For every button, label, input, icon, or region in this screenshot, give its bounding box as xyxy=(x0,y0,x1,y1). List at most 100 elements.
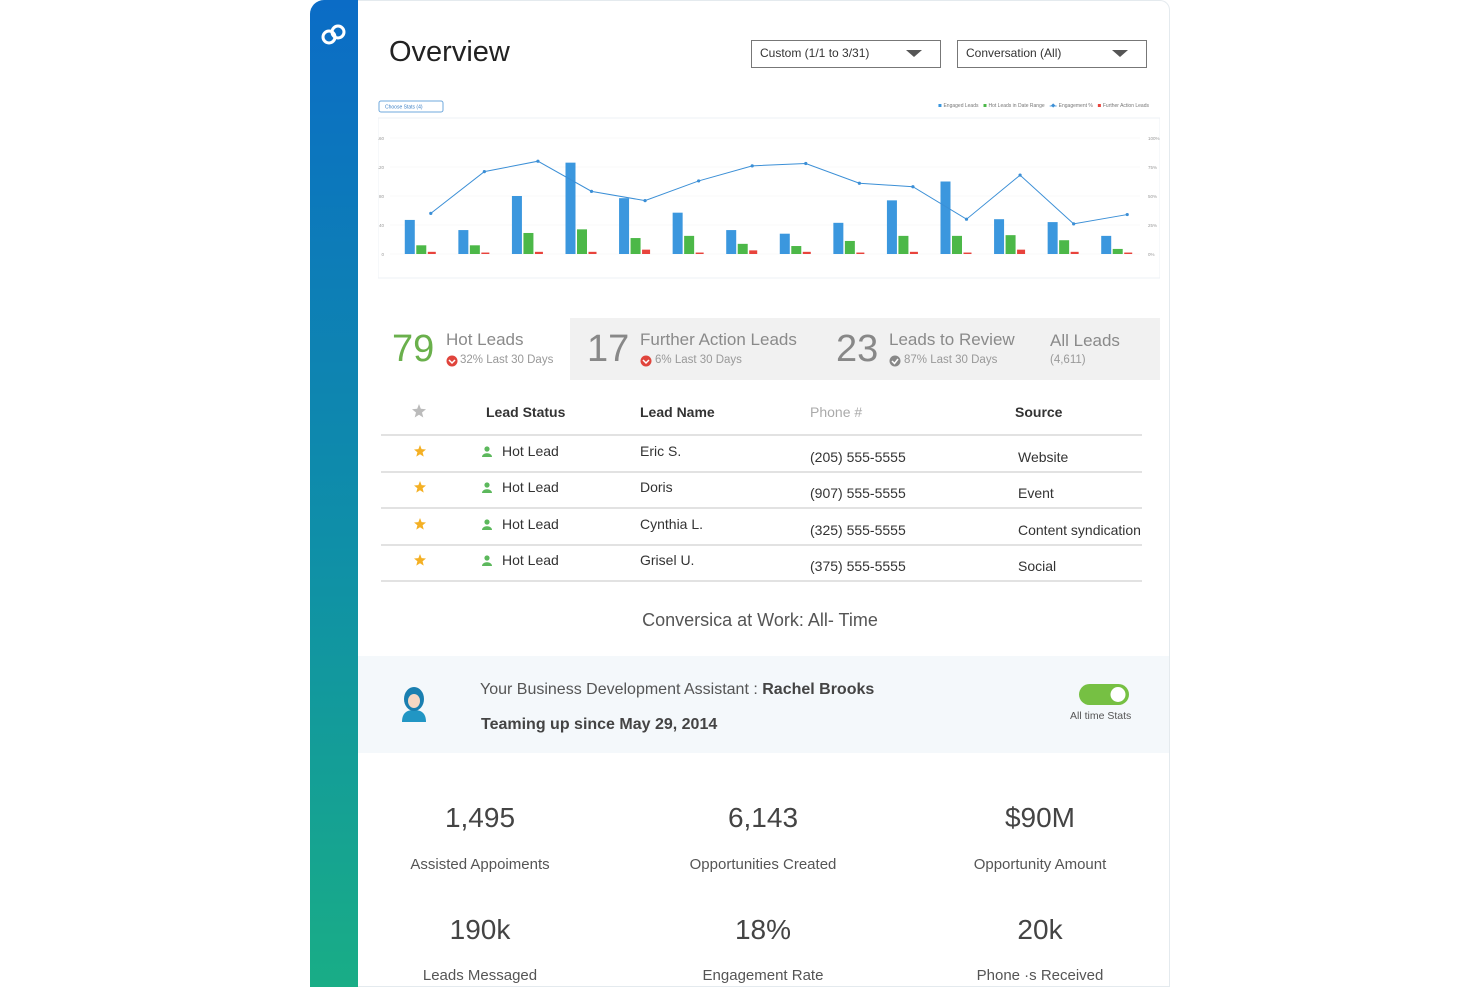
bar xyxy=(565,162,576,254)
check-icon xyxy=(889,355,901,367)
dropdown-label: Custom (1/1 to 3/31) xyxy=(760,46,870,60)
toggle-label: All time Stats xyxy=(1070,710,1132,722)
lead-name: Grisel U. xyxy=(640,552,695,568)
logo xyxy=(321,24,346,45)
metric-value: 1,495 xyxy=(444,802,516,833)
point xyxy=(911,185,915,189)
status-icon xyxy=(482,446,492,457)
star[interactable] xyxy=(414,554,426,566)
column-header[interactable]: Lead Status xyxy=(486,404,566,420)
source: Content syndication xyxy=(1018,522,1141,538)
column-header[interactable]: Lead Name xyxy=(640,404,715,420)
column-header[interactable]: Source xyxy=(1015,404,1063,420)
bar xyxy=(672,212,683,254)
bar xyxy=(726,230,737,254)
tab-count[interactable]: 17 xyxy=(587,328,630,370)
star[interactable] xyxy=(414,481,426,493)
point xyxy=(804,161,808,166)
bar xyxy=(416,245,427,254)
status-icon xyxy=(482,555,492,566)
bar xyxy=(695,252,704,254)
point xyxy=(964,217,969,221)
line xyxy=(430,160,1128,225)
metric-value: 18% xyxy=(734,914,792,945)
legend-label: Further Action Leads xyxy=(1103,103,1150,109)
choose-stats-button[interactable]: Choose Stats (4) xyxy=(378,100,444,113)
star[interactable] xyxy=(414,518,426,530)
bar xyxy=(856,252,865,254)
assistant-line: Your Business Development Assistant : Ra… xyxy=(480,681,874,699)
caret xyxy=(906,50,922,57)
bar xyxy=(630,238,641,254)
point xyxy=(1018,173,1022,177)
tab-change: 6% Last 30 Days xyxy=(655,354,742,366)
y2-tick-label: 75% xyxy=(1148,165,1157,170)
metric-label: Opportunities Created xyxy=(689,856,837,873)
avatar xyxy=(402,687,426,722)
lead-status: Hot Lead xyxy=(502,443,559,459)
y2-tick-label: 25% xyxy=(1148,223,1157,228)
status-icon xyxy=(482,519,492,530)
phone: (205) 555-5555 xyxy=(810,449,906,465)
bar xyxy=(427,251,436,254)
bar xyxy=(588,251,597,254)
bar xyxy=(1005,235,1016,254)
sidebar xyxy=(310,0,358,987)
bar xyxy=(481,252,490,254)
active-tab[interactable] xyxy=(380,318,570,380)
star-header[interactable] xyxy=(412,404,426,418)
tab-label: Leads to Review xyxy=(889,330,1015,349)
divider xyxy=(381,434,1142,436)
star[interactable] xyxy=(414,445,426,457)
lead-status: Hot Lead xyxy=(502,479,559,495)
bar xyxy=(1059,240,1070,254)
bar xyxy=(642,249,651,254)
bar xyxy=(577,229,587,254)
y2-tick-label: 50% xyxy=(1148,194,1157,199)
y-tick-label: 160 xyxy=(378,136,384,141)
bar xyxy=(737,243,748,254)
tab-count[interactable]: 23 xyxy=(836,328,879,370)
tab-change: 32% Last 30 Days xyxy=(460,354,554,366)
source: Event xyxy=(1018,485,1054,501)
bar xyxy=(1047,222,1058,254)
bar xyxy=(684,235,695,254)
y2-tick-label: 100% xyxy=(1148,136,1160,141)
column-header[interactable]: Phone # xyxy=(810,404,863,420)
lead-name: Cynthia L. xyxy=(640,516,704,532)
legend-marker xyxy=(1051,103,1056,108)
lead-name: Eric S. xyxy=(640,443,682,459)
down-icon xyxy=(446,355,458,367)
conversation-dropdown[interactable]: Conversation (All) xyxy=(957,40,1147,68)
assistant-intro: Your Business Development Assistant : xyxy=(480,681,758,698)
point xyxy=(1072,222,1076,226)
bar xyxy=(791,246,802,254)
chart: Choose Stats (4) 0 40 80 120 160 0% 25% 50% 75% 10… xyxy=(378,100,1160,279)
down-icon xyxy=(640,355,652,367)
page-title: Overview xyxy=(389,36,510,68)
point xyxy=(643,199,647,203)
metric-label: Engagement Rate xyxy=(702,967,824,984)
bar xyxy=(1101,235,1112,254)
bar xyxy=(1124,252,1133,254)
toggle[interactable] xyxy=(1078,683,1130,707)
point xyxy=(1125,212,1129,217)
tab-label[interactable]: All Leads xyxy=(1050,331,1120,350)
bar xyxy=(1017,249,1026,254)
section-title: Conversica at Work: All- Time xyxy=(642,610,878,630)
point xyxy=(429,211,433,215)
metric-label: Opportunity Amount xyxy=(973,856,1107,873)
bar xyxy=(1070,251,1079,254)
caret xyxy=(1112,50,1128,57)
legend-marker xyxy=(1097,104,1101,107)
assistant-since: Teaming up since May 29, 2014 xyxy=(481,716,718,733)
chart-frame xyxy=(378,117,1160,279)
point xyxy=(750,164,754,168)
tab-change: 87% Last 30 Days xyxy=(904,354,998,366)
date-dropdown[interactable]: Custom (1/1 to 3/31) xyxy=(751,40,941,68)
divider xyxy=(381,544,1142,546)
point xyxy=(536,159,540,163)
point xyxy=(589,189,594,193)
y-tick-label: 40 xyxy=(379,223,385,228)
